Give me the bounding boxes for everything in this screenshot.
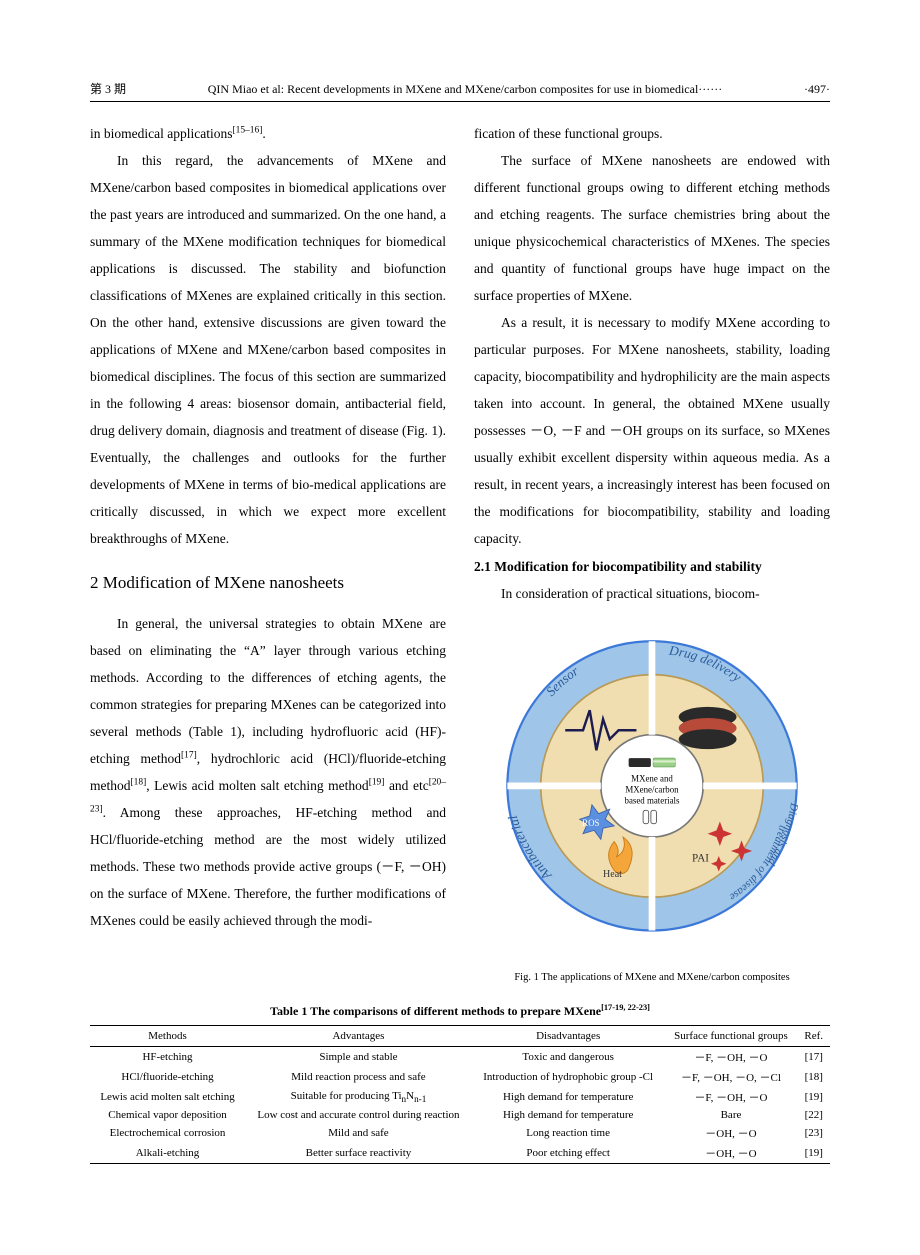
para-3: The surface of MXene nanosheets are endo… [474, 147, 830, 309]
para-4: As a result, it is necessary to modify M… [474, 309, 830, 552]
drug-stack-icon [679, 707, 737, 749]
table-cell: －F, －OH, －O [664, 1087, 797, 1107]
table-cell: Introduction of hydrophobic group -Cl [472, 1067, 665, 1087]
svg-text:Heat: Heat [603, 869, 622, 880]
table-cell: [18] [798, 1067, 831, 1087]
table-row: Alkali-etchingBetter surface reactivityP… [90, 1143, 830, 1164]
table-cell: Lewis acid molten salt etching [90, 1087, 245, 1107]
figure-1-svg: Sensor Drug delivery Antibacterial Diagn… [474, 619, 830, 953]
center-text-3: based materials [625, 795, 680, 805]
para-2-tail: fication of these functional groups. [474, 120, 830, 147]
table-cell: Toxic and dangerous [472, 1047, 665, 1068]
table-cell: Chemical vapor deposition [90, 1107, 245, 1123]
subsection-heading-2-1: 2.1 Modification for biocompatibility an… [474, 554, 830, 580]
table-row: Lewis acid molten salt etchingSuitable f… [90, 1087, 830, 1107]
running-head: QIN Miao et al: Recent developments in M… [126, 82, 804, 97]
th-disadvantages: Disadvantages [472, 1026, 665, 1047]
svg-text:ROS: ROS [582, 818, 599, 828]
figure-1-caption: Fig. 1 The applications of MXene and MXe… [474, 967, 830, 988]
table-cell: Simple and stable [245, 1047, 472, 1068]
para-2: In general, the universal strategies to … [90, 610, 446, 934]
table-row: Electrochemical corrosionMild and safeLo… [90, 1123, 830, 1143]
table-cell: [23] [798, 1123, 831, 1143]
left-column: in biomedical applications[15–16]. In th… [90, 120, 446, 988]
table-row: HF-etchingSimple and stableToxic and dan… [90, 1047, 830, 1068]
table-cell: Poor etching effect [472, 1143, 665, 1164]
th-ref: Ref. [798, 1026, 831, 1047]
table-cell: Long reaction time [472, 1123, 665, 1143]
table-cell: Suitable for producing TinNn-1 [245, 1087, 472, 1107]
para-5: In consideration of practical situations… [474, 580, 830, 607]
center-text-1: MXene and [631, 773, 673, 783]
right-column: fication of these functional groups. The… [474, 120, 830, 988]
table-cell: [17] [798, 1047, 831, 1068]
table-1-title: Table 1 The comparisons of different met… [90, 1004, 830, 1019]
th-advantages: Advantages [245, 1026, 472, 1047]
table-cell: Electrochemical corrosion [90, 1123, 245, 1143]
table-cell: －OH, －O [664, 1143, 797, 1164]
table-cell: HCl/fluoride-etching [90, 1067, 245, 1087]
table-row: Chemical vapor depositionLow cost and ac… [90, 1107, 830, 1123]
svg-text:PAI: PAI [692, 852, 709, 864]
table-body: HF-etchingSimple and stableToxic and dan… [90, 1047, 830, 1164]
table-cell: [19] [798, 1143, 831, 1164]
page-number: ·497· [804, 82, 830, 97]
table-cell: High demand for temperature [472, 1107, 665, 1123]
table-cell: Mild reaction process and safe [245, 1067, 472, 1087]
para-intro-tail: in biomedical applications[15–16]. [90, 120, 446, 147]
page-header: 第 3 期 QIN Miao et al: Recent development… [90, 80, 830, 102]
table-cell: Alkali-etching [90, 1143, 245, 1164]
center-text-2: MXene/carbon [625, 784, 679, 794]
issue-label: 第 3 期 [90, 80, 126, 97]
table-header-row: Methods Advantages Disadvantages Surface… [90, 1026, 830, 1047]
para-1: In this regard, the advancements of MXen… [90, 147, 446, 552]
table-cell: Better surface reactivity [245, 1143, 472, 1164]
th-methods: Methods [90, 1026, 245, 1047]
two-column-layout: in biomedical applications[15–16]. In th… [90, 120, 830, 988]
table-cell: Mild and safe [245, 1123, 472, 1143]
table-1: Methods Advantages Disadvantages Surface… [90, 1025, 830, 1164]
table-cell: HF-etching [90, 1047, 245, 1068]
table-cell: Low cost and accurate control during rea… [245, 1107, 472, 1123]
table-cell: High demand for temperature [472, 1087, 665, 1107]
section-heading-2: 2 Modification of MXene nanosheets [90, 566, 446, 600]
table-row: HCl/fluoride-etchingMild reaction proces… [90, 1067, 830, 1087]
figure-1: Sensor Drug delivery Antibacterial Diagn… [474, 619, 830, 989]
table-cell: －F, －OH, －O [664, 1047, 797, 1068]
table-cell: [22] [798, 1107, 831, 1123]
th-surface-groups: Surface functional groups [664, 1026, 797, 1047]
table-cell: Bare [664, 1107, 797, 1123]
table-cell: [19] [798, 1087, 831, 1107]
table-cell: －F, －OH, －O, －Cl [664, 1067, 797, 1087]
table-cell: －OH, －O [664, 1123, 797, 1143]
